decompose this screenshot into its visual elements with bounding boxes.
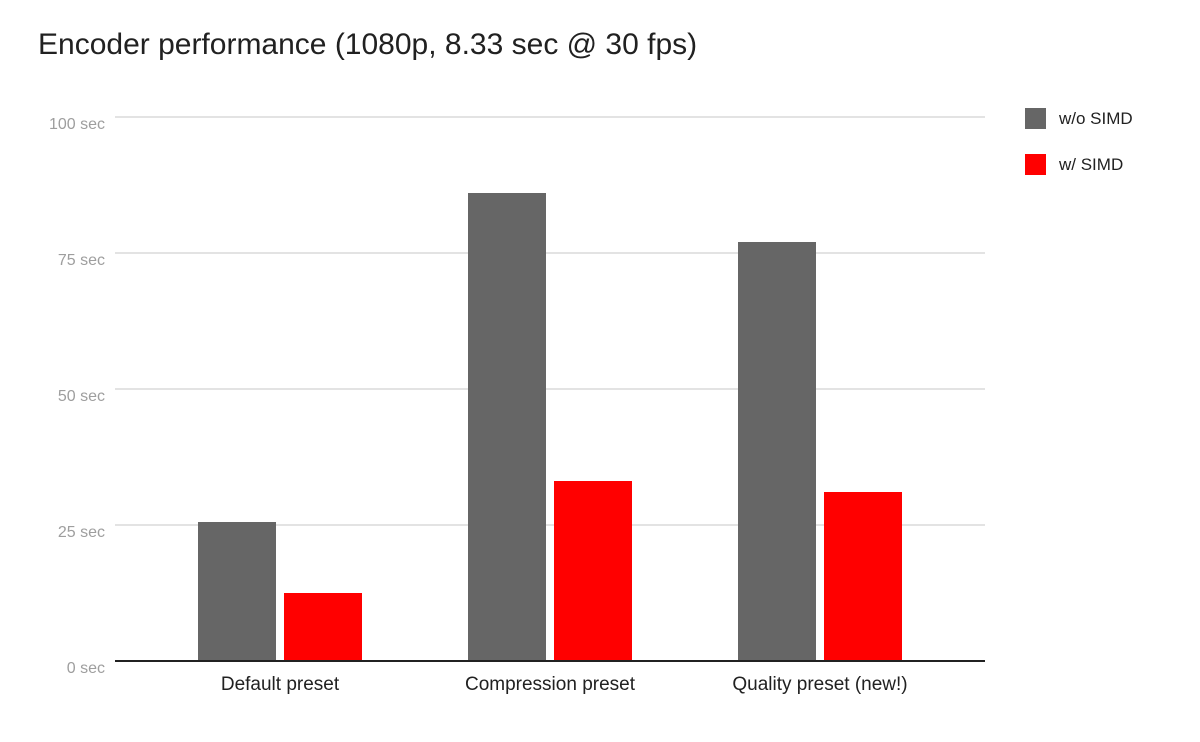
- bar-w-o-simd-default-preset: [198, 522, 276, 661]
- y-tick-label-75-sec: 75 sec: [57, 252, 105, 269]
- y-tick-label-0-sec: 0 sec: [66, 660, 105, 677]
- legend-swatch-w-o-simd: [1025, 108, 1046, 129]
- x-axis-labels: Default preset Compression preset Quality …: [115, 674, 985, 696]
- gridline: [115, 252, 985, 254]
- bar-w-o-simd-quality-preset-new: [738, 242, 816, 661]
- y-tick-label-25-sec: 25 sec: [57, 524, 105, 541]
- legend-item-w-simd: w/ SIMD: [1025, 154, 1133, 175]
- bar-group-quality-preset-new: [685, 117, 955, 661]
- bar-w-simd-compression-preset: [554, 481, 632, 661]
- bar-group-compression-preset: [415, 117, 685, 661]
- chart-title: Encoder performance (1080p, 8.33 sec @ 3…: [38, 28, 698, 61]
- legend-swatch-w-simd: [1025, 154, 1046, 175]
- plot-area: [115, 116, 985, 662]
- gridline: [115, 524, 985, 526]
- bar-w-o-simd-compression-preset: [468, 193, 546, 661]
- gridline: [115, 116, 985, 118]
- bar-groups: [115, 117, 985, 661]
- legend-label-w-o-simd: w/o SIMD: [1059, 108, 1133, 128]
- y-tick-label-100-sec: 100 sec: [48, 116, 105, 133]
- x-category-label-compression-preset: Compression preset: [464, 674, 636, 695]
- y-tick-label-50-sec: 50 sec: [57, 388, 105, 405]
- y-axis-labels: 0 sec 25 sec 50 sec 75 sec 100 sec: [30, 116, 105, 677]
- x-category-label-quality-preset-new: Quality preset (new!): [732, 674, 908, 695]
- bar-group-default-preset: [145, 117, 415, 661]
- legend: w/o SIMD w/ SIMD: [1025, 108, 1133, 175]
- bar-w-simd-quality-preset-new: [824, 492, 902, 661]
- bar-w-simd-default-preset: [284, 593, 362, 661]
- x-category-label-default-preset: Default preset: [220, 674, 340, 695]
- gridline: [115, 388, 985, 390]
- legend-label-w-simd: w/ SIMD: [1059, 154, 1124, 174]
- x-axis-baseline: [115, 660, 985, 662]
- legend-item-w-o-simd: w/o SIMD: [1025, 108, 1133, 129]
